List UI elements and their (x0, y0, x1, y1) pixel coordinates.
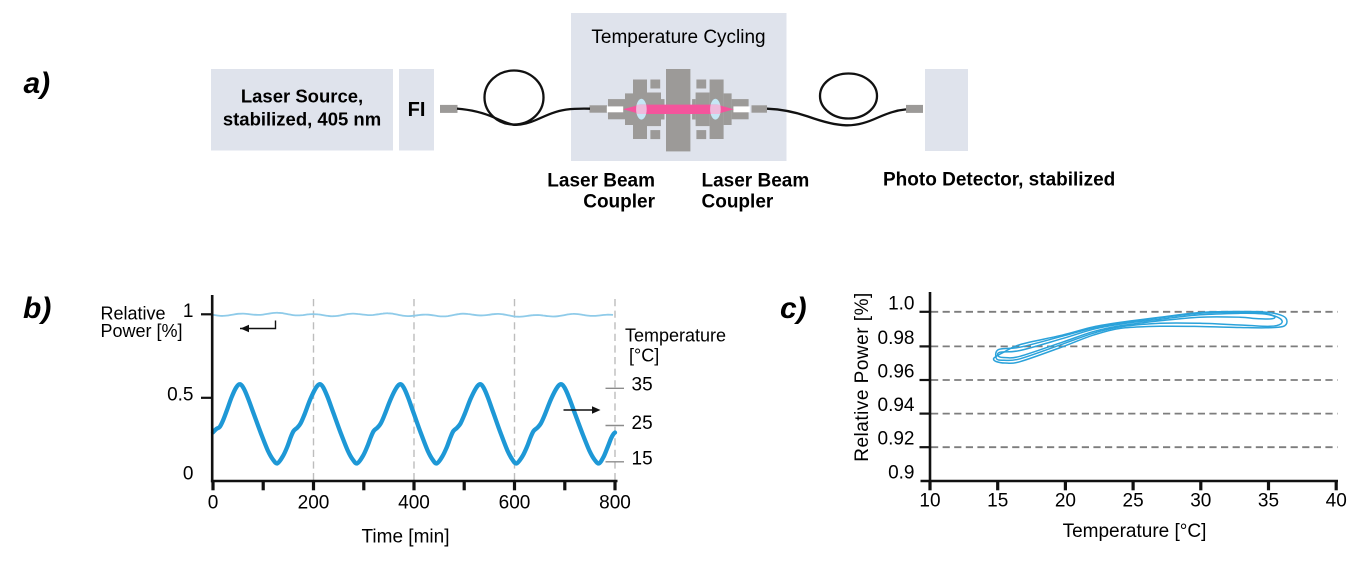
svg-text:25: 25 (632, 413, 653, 434)
svg-text:Photo Detector, stabilized: Photo Detector, stabilized (883, 170, 1115, 191)
svg-text:35: 35 (1258, 491, 1279, 512)
svg-text:15: 15 (987, 491, 1008, 512)
svg-text:0.96: 0.96 (878, 362, 915, 383)
svg-text:1: 1 (183, 301, 194, 322)
svg-text:10: 10 (919, 491, 940, 512)
svg-text:1.0: 1.0 (888, 293, 914, 314)
svg-text:Laser Beam: Laser Beam (547, 171, 655, 192)
svg-text:Temperature Cycling: Temperature Cycling (591, 27, 765, 48)
svg-text:Relative Power [%]: Relative Power [%] (852, 292, 873, 462)
svg-text:FI: FI (408, 99, 426, 121)
svg-text:stabilized, 405 nm: stabilized, 405 nm (223, 109, 381, 130)
svg-text:[°C]: [°C] (629, 346, 659, 366)
svg-text:Temperature [°C]: Temperature [°C] (1063, 521, 1207, 542)
svg-text:Laser Source,: Laser Source, (241, 86, 363, 107)
svg-text:35: 35 (632, 375, 653, 396)
svg-text:0.5: 0.5 (167, 385, 193, 406)
svg-text:15: 15 (632, 448, 653, 469)
svg-text:b): b) (23, 292, 51, 325)
svg-text:30: 30 (1190, 491, 1211, 512)
svg-text:600: 600 (499, 493, 531, 514)
svg-text:0.92: 0.92 (878, 429, 915, 450)
svg-text:0.98: 0.98 (878, 328, 915, 349)
svg-text:Coupler: Coupler (702, 192, 774, 213)
svg-text:Coupler: Coupler (583, 192, 655, 213)
svg-text:25: 25 (1123, 491, 1144, 512)
svg-text:c): c) (780, 292, 807, 325)
svg-text:400: 400 (398, 493, 430, 514)
svg-text:20: 20 (1055, 491, 1076, 512)
svg-text:a): a) (24, 67, 51, 100)
svg-text:0: 0 (183, 464, 194, 485)
svg-text:Temperature: Temperature (625, 326, 726, 346)
svg-text:Power [%]: Power [%] (101, 321, 183, 341)
svg-text:Relative: Relative (101, 303, 166, 323)
svg-text:40: 40 (1326, 491, 1347, 512)
svg-text:Time [min]: Time [min] (362, 527, 450, 548)
svg-text:0.9: 0.9 (888, 463, 914, 484)
svg-text:Laser Beam: Laser Beam (702, 171, 810, 192)
svg-text:0: 0 (208, 493, 219, 514)
svg-text:200: 200 (298, 493, 330, 514)
svg-text:800: 800 (599, 493, 631, 514)
svg-text:0.94: 0.94 (878, 395, 915, 416)
